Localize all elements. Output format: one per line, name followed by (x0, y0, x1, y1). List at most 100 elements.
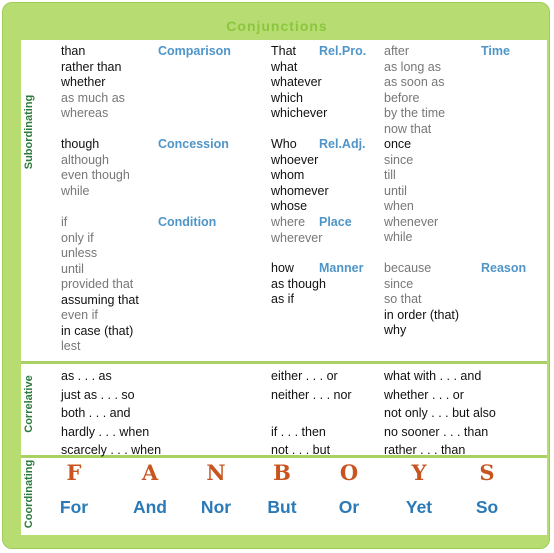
conjunction-word: while (384, 230, 413, 244)
correlative-pair: what with . . . and (384, 369, 482, 383)
conjunction-word: till (384, 168, 396, 182)
correlative-pair: as . . . as (61, 369, 112, 383)
content-panel (21, 40, 547, 535)
side-label-coordinating: Coordinating (23, 459, 35, 529)
conjunction-word: although (61, 152, 109, 167)
correlative-pair: either . . . or (271, 369, 338, 383)
correlative-pair: no sooner . . . than (384, 425, 489, 439)
fanboys-letter: B (273, 460, 291, 485)
conjunction-word: before (384, 90, 420, 105)
fanboys-letter: A (141, 460, 159, 485)
conjunction-word: until (61, 261, 84, 276)
fanboys-letter: O (339, 460, 359, 485)
conjunction-word: whether (61, 75, 106, 89)
coordinating-word: Or (338, 497, 360, 517)
conjunction-word: as if (271, 292, 294, 306)
conjunction-word: whatever (271, 75, 322, 89)
fanboys-letter: N (206, 460, 226, 485)
list-rel-adj: Who whoever whom whomever whose (271, 137, 329, 215)
section-divider (21, 455, 547, 458)
list-rel-pro: That what whatever which whichever (271, 44, 327, 122)
conjunction-word: as though (271, 276, 326, 291)
coordinating-word: But (267, 497, 297, 517)
conjunction-word: unless (61, 246, 98, 260)
conjunction-word: in order (that) (384, 307, 460, 322)
conjunction-word: what (271, 59, 298, 74)
conjunction-word: since (384, 152, 414, 167)
conjunction-word: even if (61, 308, 98, 322)
conjunction-word: which (271, 90, 303, 105)
header-comparison: Comparison (158, 44, 231, 58)
conjunction-word: since (384, 276, 414, 291)
list-comparison: than rather than whether as much as whereas (61, 44, 125, 122)
conjunction-word: only if (61, 230, 94, 245)
conjunction-word: as much as (61, 90, 125, 105)
conjunction-word: Who (271, 137, 297, 151)
header-rel-pro: Rel.Pro. (319, 44, 367, 58)
conjunction-word: assuming that (61, 292, 139, 307)
conjunction-word: whichever (271, 106, 328, 120)
conjunction-word: until (384, 183, 407, 198)
coordinating-word: Nor (200, 497, 232, 517)
conjunction-word: whoever (271, 152, 319, 167)
header-reason: Reason (481, 261, 527, 275)
list-place: where wherever (271, 215, 322, 246)
header-place: Place (319, 215, 352, 229)
correlative-pair: whether . . . or (384, 388, 464, 402)
conjunction-word: whom (271, 168, 305, 182)
list-time: after as long as as soon as before by the ti… (384, 44, 445, 246)
conjunction-word: once (384, 137, 412, 151)
conjunction-word: after (384, 44, 410, 58)
conjunction-word: in case (that) (61, 323, 134, 338)
correlative-pair: both . . . and (61, 406, 131, 420)
list-condition: if only if unless until provided that assumin… (61, 215, 139, 355)
conjunction-word: when (384, 199, 414, 213)
header-concession: Concession (158, 137, 229, 151)
conjunction-word: whereas (61, 106, 109, 120)
conjunction-word: as long as (384, 59, 441, 74)
coordinating-word: Yet (405, 497, 433, 517)
conjunction-word: by the time (384, 106, 446, 120)
coordinating-word: And (132, 497, 168, 517)
conjunction-word: wherever (271, 230, 323, 245)
correlative-pair: rather . . . than (384, 443, 466, 457)
correlative-pair: not only . . . but also (384, 406, 496, 420)
header-condition: Condition (158, 215, 217, 229)
conjunction-word: now that (384, 121, 432, 136)
conjunction-word: where (271, 215, 306, 229)
coordinating-word: So (475, 497, 499, 517)
conjunction-word: why (384, 323, 407, 337)
fanboys-letter: F (66, 460, 82, 485)
conjunction-word: because (384, 261, 432, 275)
fanboys-letter: S (479, 460, 495, 485)
conjunction-word: lest (61, 339, 81, 353)
conjunction-word: so that (384, 292, 422, 306)
page-title: Conjunctions (226, 18, 328, 34)
coordinating-word: For (59, 497, 89, 517)
correlative-pair: just as . . . so (61, 388, 135, 402)
conjunction-word: rather than (61, 59, 122, 74)
conjunction-word: while (61, 183, 90, 198)
conjunction-word: if (61, 215, 68, 229)
side-label-correlative: Correlative (23, 375, 35, 433)
section-divider (21, 361, 547, 364)
correlative-pair: scarcely . . . when (61, 443, 162, 457)
correlative-pair: hardly . . . when (61, 425, 150, 439)
header-time: Time (481, 44, 510, 58)
list-manner: how as though as if (271, 261, 326, 308)
conjunction-word: provided that (61, 277, 134, 291)
correlative-pair: not . . . but (271, 443, 331, 457)
header-manner: Manner (319, 261, 364, 275)
conjunction-word: whomever (271, 183, 329, 198)
header-rel-adj: Rel.Adj. (319, 137, 366, 151)
correlative-pair: if . . . then (271, 425, 326, 439)
conjunction-word: whenever (384, 214, 439, 229)
conjunction-word: That (271, 44, 297, 58)
conjunction-word: though (61, 137, 100, 151)
list-reason: because since so that in order (that) why (384, 261, 459, 339)
conjunction-word: whose (271, 199, 308, 213)
fanboys-letter: Y (411, 460, 427, 485)
side-label-subordinating: Subordinating (23, 94, 35, 170)
conjunction-word: as soon as (384, 75, 445, 89)
conjunction-word: even though (61, 168, 130, 182)
